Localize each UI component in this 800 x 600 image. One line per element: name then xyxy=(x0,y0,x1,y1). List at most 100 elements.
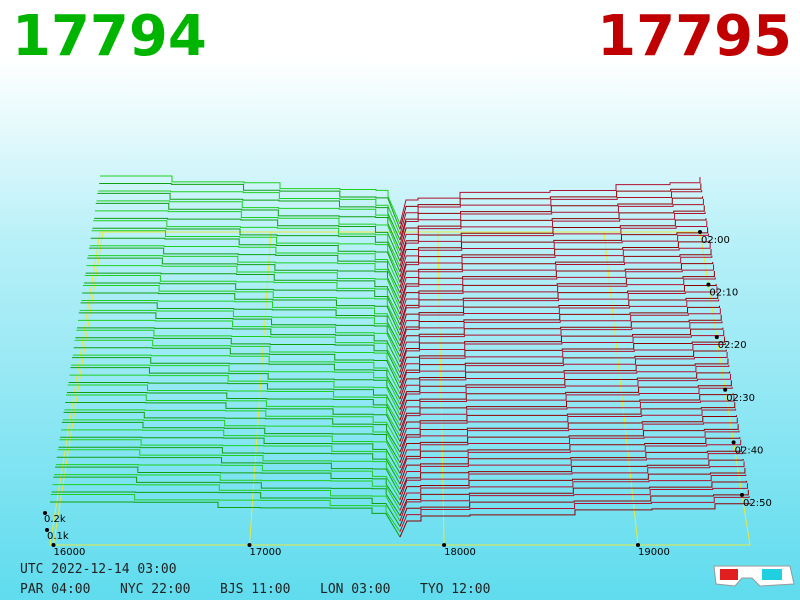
ask-depth-line xyxy=(399,264,715,310)
bid-depth-line xyxy=(86,265,401,310)
ask-depth-line xyxy=(399,321,723,363)
bid-depth-line xyxy=(66,392,401,432)
ask-depth-line xyxy=(399,474,747,511)
ask-depth-line xyxy=(399,218,707,262)
ask-depth-line xyxy=(399,305,720,347)
bid-depth-line xyxy=(89,245,401,288)
price-label: 19000 xyxy=(638,547,670,558)
ask-price: 17795 xyxy=(597,4,792,69)
ask-depth-line xyxy=(399,437,741,474)
time-tick xyxy=(714,335,719,340)
ask-depth-line xyxy=(399,220,708,267)
bid-depth-line xyxy=(56,456,401,495)
ask-depth-line xyxy=(399,211,706,256)
bid-depth-line xyxy=(91,230,401,278)
bid-price: 17794 xyxy=(12,4,207,69)
bid-depth-line xyxy=(61,429,401,469)
time-tick xyxy=(723,387,728,392)
bid-depth-line xyxy=(68,382,401,421)
volume-label: 0.2k xyxy=(44,514,66,525)
floor-grid-line xyxy=(437,231,445,546)
volume-tick xyxy=(43,511,47,515)
ask-depth-line xyxy=(399,308,721,352)
ask-depth-line xyxy=(399,358,729,400)
bid-depth-line xyxy=(100,175,401,225)
ask-depth-line xyxy=(399,277,716,320)
ask-depth-line xyxy=(399,270,715,315)
time-tick xyxy=(731,440,736,445)
bid-depth-line xyxy=(62,419,401,458)
bid-depth-line xyxy=(58,446,401,485)
ask-depth-line xyxy=(399,183,702,230)
bid-depth-line xyxy=(94,210,401,257)
price-tick xyxy=(442,543,447,547)
bid-depth-line xyxy=(51,491,401,527)
ask-depth-line xyxy=(399,402,736,442)
bid-depth-line xyxy=(76,329,401,373)
ask-depth-line xyxy=(399,458,744,495)
bid-depth-line xyxy=(78,312,401,357)
bid-depth-line xyxy=(54,474,401,511)
price-label: 16000 xyxy=(54,547,86,558)
ask-depth-line xyxy=(399,314,722,357)
city-clock: BJS 11:00 xyxy=(220,582,290,597)
ask-depth-line xyxy=(399,242,711,288)
bid-depth-line xyxy=(82,292,401,336)
floor-grid-line xyxy=(603,231,639,546)
time-label: 02:40 xyxy=(735,445,764,456)
bid-depth-line xyxy=(95,202,401,251)
bid-depth-line xyxy=(71,364,401,405)
city-clock: TYO 12:00 xyxy=(420,582,490,597)
ask-depth-line xyxy=(399,502,751,538)
bid-depth-line xyxy=(57,449,401,490)
bid-depth-line xyxy=(90,237,401,283)
ask-depth-line xyxy=(399,240,710,283)
bid-depth-line xyxy=(64,409,401,448)
bid-depth-line xyxy=(67,384,401,426)
ask-depth-line xyxy=(399,430,740,469)
ask-depth-line xyxy=(399,408,737,447)
ask-depth-line xyxy=(399,446,743,485)
ask-depth-line xyxy=(399,196,704,241)
ask-depth-line xyxy=(399,292,719,336)
ask-depth-line xyxy=(399,327,724,368)
bid-depth-line xyxy=(60,436,401,474)
time-label: 02:30 xyxy=(726,393,755,404)
ask-depth-line xyxy=(399,461,745,501)
city-clock: NYC 22:00 xyxy=(120,582,190,597)
time-tick xyxy=(698,230,702,234)
bid-depth-line xyxy=(73,347,401,389)
bid-depth-line xyxy=(85,272,401,315)
time-tick xyxy=(740,492,744,497)
ask-depth-line xyxy=(399,227,709,272)
price-label: 18000 xyxy=(444,547,476,558)
axis-labels: 16000 17000 18000 19000 0.2k 0.1k 02:00 02:10 02… xyxy=(43,230,772,558)
time-label: 02:00 xyxy=(701,235,730,246)
bid-depth-line xyxy=(50,501,401,538)
bid-depth-line xyxy=(93,220,401,267)
bid-depth-line xyxy=(81,299,401,341)
bid-depth-line xyxy=(55,466,401,506)
ask-depth-line xyxy=(399,415,737,453)
bid-depth-line xyxy=(53,476,401,517)
bid-depth-line xyxy=(50,494,401,532)
city-clock: PAR 04:00 xyxy=(20,582,90,597)
depth-surface xyxy=(49,175,751,546)
price-tick xyxy=(247,543,252,547)
ask-depth-line xyxy=(399,198,704,246)
bid-depth-line xyxy=(87,257,401,304)
ask-depth-line xyxy=(399,330,725,373)
bid-depth-line xyxy=(61,421,401,463)
ask-depth-line xyxy=(399,373,732,416)
ask-depth-line xyxy=(399,386,733,426)
bid-depth-line xyxy=(79,309,401,352)
volume-tick xyxy=(45,528,49,532)
ask-depth-line xyxy=(399,352,728,394)
bid-depth-line xyxy=(66,394,401,437)
ask-depth-line xyxy=(399,467,746,506)
ask-depth-line xyxy=(399,489,749,527)
bid-depth-line xyxy=(65,401,401,442)
ask-depth-line xyxy=(399,380,732,421)
ask-depth-line xyxy=(399,249,712,294)
